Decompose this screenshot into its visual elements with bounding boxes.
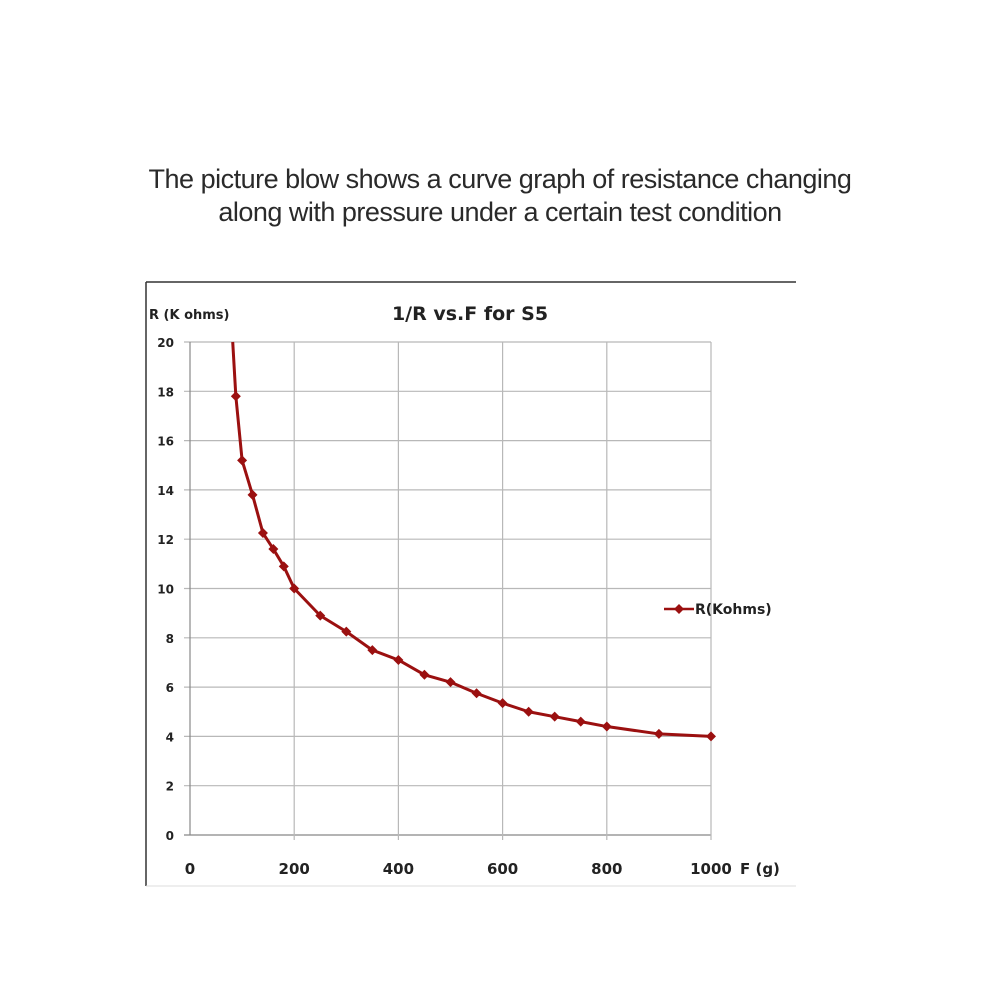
data-point-marker — [257, 528, 268, 539]
data-point-marker — [341, 626, 352, 637]
data-point-marker — [575, 716, 586, 727]
y-axis-label: R (K ohms) — [149, 308, 230, 323]
caption: The picture blow shows a curve graph of … — [0, 163, 1000, 229]
chart-title: 1/R vs.F for S5 — [392, 303, 548, 325]
y-tick-label: 12 — [157, 533, 174, 547]
x-tick-label: 800 — [591, 860, 622, 878]
data-point-marker — [237, 455, 248, 466]
data-point-marker — [247, 489, 258, 500]
data-point-marker — [230, 391, 241, 402]
x-tick-label: 200 — [279, 860, 310, 878]
legend-marker — [674, 604, 684, 614]
legend-label: R(Kohms) — [695, 602, 772, 618]
x-axis-label: F (g) — [740, 860, 780, 878]
y-tick-label: 18 — [157, 385, 174, 399]
data-point-marker — [653, 728, 664, 739]
x-tick-label: 600 — [487, 860, 518, 878]
data-point-marker — [549, 711, 560, 722]
series — [230, 341, 716, 742]
y-tick-label: 2 — [166, 780, 174, 794]
y-tick-label: 20 — [157, 336, 174, 350]
y-tick-label: 14 — [157, 484, 174, 498]
y-tick-label: 8 — [166, 632, 174, 646]
data-point-marker — [706, 731, 716, 742]
x-tick-label: 0 — [185, 860, 195, 878]
caption-line-1: The picture blow shows a curve graph of … — [148, 164, 852, 194]
y-tick-label: 6 — [166, 681, 174, 695]
y-tick-label: 0 — [166, 829, 174, 843]
data-point-marker — [367, 645, 378, 656]
y-tick-label: 4 — [166, 730, 174, 744]
data-point-marker — [315, 610, 326, 621]
legend: R(Kohms) — [664, 602, 772, 618]
data-point-marker — [289, 583, 300, 594]
data-point-marker — [419, 669, 430, 680]
data-point-marker — [601, 721, 612, 732]
x-tick-label: 1000 — [690, 860, 732, 878]
grid — [184, 341, 712, 840]
data-point-marker — [393, 654, 404, 665]
caption-line-2: along with pressure under a certain test… — [218, 197, 782, 227]
y-tick-label: 16 — [157, 435, 174, 449]
y-tick-label: 10 — [157, 583, 174, 597]
data-point-marker — [497, 698, 508, 709]
data-point-marker — [445, 677, 456, 688]
x-tick-label: 400 — [383, 860, 414, 878]
data-point-marker — [268, 544, 279, 555]
data-point-marker — [471, 688, 482, 699]
data-point-marker — [523, 706, 534, 717]
series-line — [231, 341, 712, 738]
data-point-marker — [278, 561, 289, 572]
